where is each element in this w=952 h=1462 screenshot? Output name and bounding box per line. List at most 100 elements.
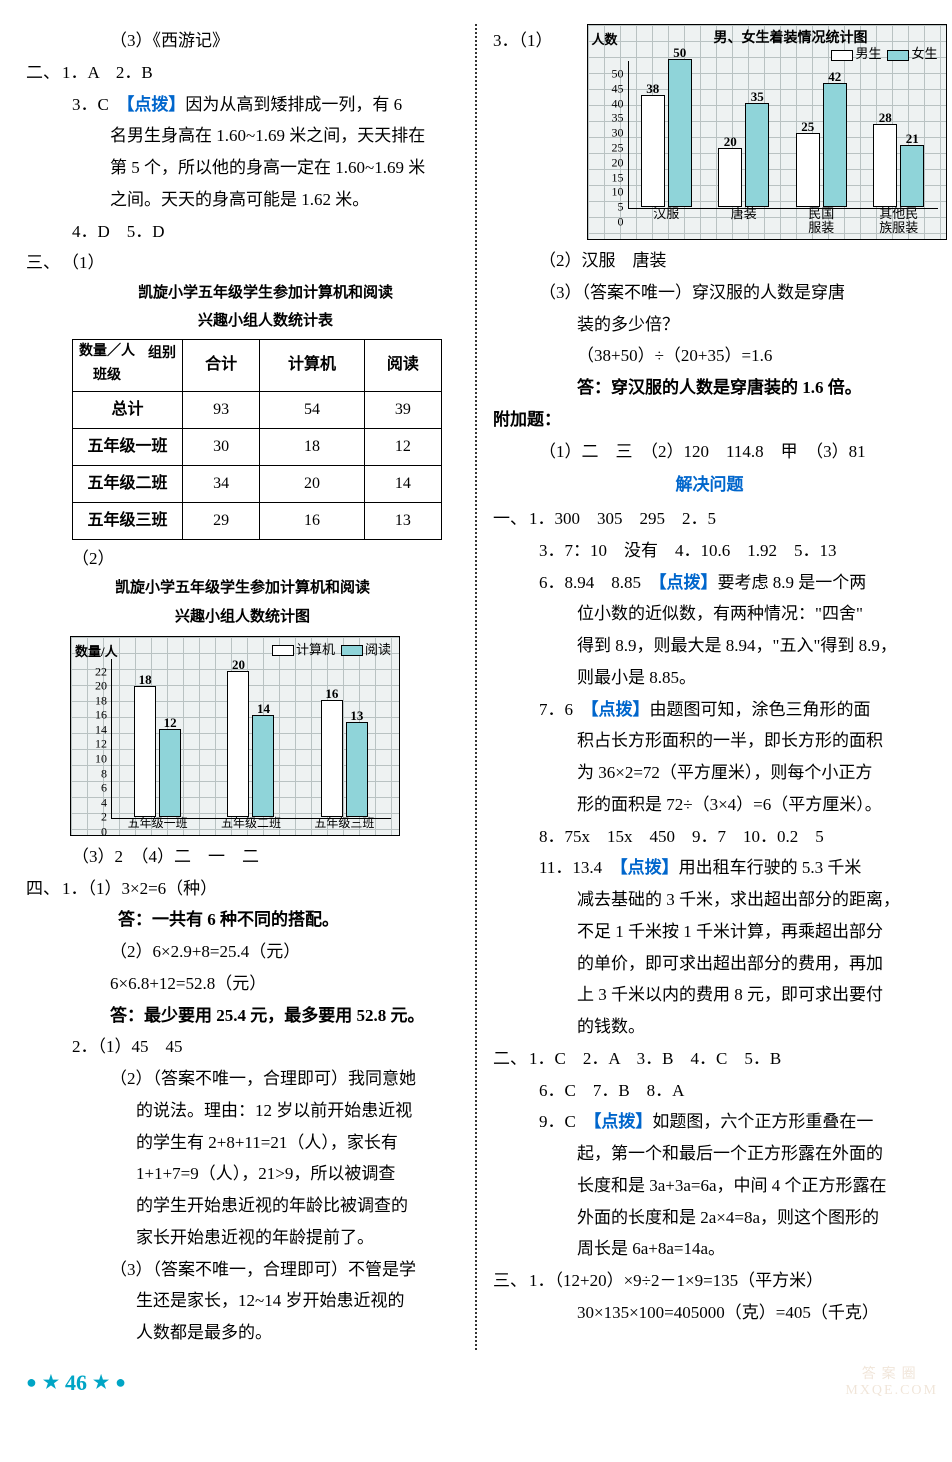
item-3: 3．C 【点拨】因为从高到矮排成一列，有 6 <box>26 90 459 120</box>
dianbo-label: 【点拨】 <box>658 573 718 592</box>
section-2: 二、1．A 2．B <box>26 58 459 88</box>
table-row: 五年级三班 29 16 13 <box>73 502 442 539</box>
solve-sec1: 一、1．300 305 295 2．5 <box>493 504 926 534</box>
text: （38+50）÷（20+35）=1.6 <box>493 341 926 371</box>
head: 7．6 <box>539 700 590 719</box>
cell: 13 <box>364 502 441 539</box>
text: （1）二 三 （2）120 114.8 甲 （3）81 <box>493 437 926 467</box>
text: 如题图，六个正方形重叠在一 <box>652 1112 873 1131</box>
text: 上 3 千米以内的费用 8 元，即可求出要付 <box>493 980 926 1010</box>
table-title-1: 凯旋小学五年级学生参加计算机和阅读 <box>72 280 459 306</box>
row-label: 五年级一班 <box>73 428 183 465</box>
cell: 14 <box>364 465 441 502</box>
item-9: 9．C 【点拨】如题图，六个正方形重叠在一 <box>493 1107 926 1137</box>
answer: 答：穿汉服的人数是穿唐装的 1.6 倍。 <box>493 373 926 403</box>
text: 30×135×100=405000（克）=405（千克） <box>493 1298 926 1328</box>
text: 第 5 个，所以他的身高一定在 1.60~1.69 米 <box>26 153 459 183</box>
cell: 12 <box>364 428 441 465</box>
dianbo-label: 【点拨】 <box>590 700 650 719</box>
text: 之间。天天的身高可能是 1.62 米。 <box>26 185 459 215</box>
text: 家长开始患近视的年龄提前了。 <box>26 1223 459 1253</box>
dianbo-label: 【点拨】 <box>126 95 186 114</box>
text: 由题图可知，涂色三角形的面 <box>650 700 871 719</box>
text: 则最小是 8.85。 <box>493 663 926 693</box>
footer-star-icon: ★ <box>43 1367 59 1399</box>
t: 数量／人 <box>79 344 135 359</box>
q3-head: 3．（1） <box>493 24 553 56</box>
head: 11．13.4 <box>539 858 619 877</box>
text: 装的多少倍？ <box>493 310 926 340</box>
text: 的单价，即可求出超出部分的费用，再加 <box>493 949 926 979</box>
col-header: 计算机 <box>260 339 365 391</box>
chart2: 男、女生着装情况统计图人数男生女生05101520253035404550385… <box>587 24 947 240</box>
text: 减去基础的 3 千米，求出超出部分的距离， <box>493 885 926 915</box>
solve-sec2: 二、1．C 2．A 3．B 4．C 5．B <box>493 1044 926 1074</box>
table-row: 五年级一班 30 18 12 <box>73 428 442 465</box>
text: （3）（答案不唯一，合理即可）不管是学 <box>26 1255 459 1285</box>
label: 四、 <box>26 874 62 904</box>
text: （3）《西游记》 <box>26 26 459 56</box>
text: 1+1+7=9（人），21>9，所以被调查 <box>26 1159 459 1189</box>
section-3: 三、（1） <box>26 248 459 278</box>
footer-star-icon: ★ <box>93 1367 109 1399</box>
sub-2: （2） <box>26 544 459 574</box>
text: 3．7：10 没有 4．10.6 1.92 5．13 <box>493 536 926 566</box>
dianbo-label: 【点拨】 <box>619 858 679 877</box>
answer: 答：一共有 6 种不同的搭配。 <box>26 905 459 935</box>
col-header: 阅读 <box>364 339 441 391</box>
row-label: 五年级三班 <box>73 502 183 539</box>
solve-sec3: 三、1．（12+20）×9÷2－1×9=135（平方米） <box>493 1266 926 1296</box>
cell: 54 <box>260 391 365 428</box>
text: 不足 1 千米按 1 千米计算，再乘超出部分 <box>493 917 926 947</box>
row-label: 五年级二班 <box>73 465 183 502</box>
section-4: 四、1．（1）3×2=6（种） <box>26 874 459 904</box>
text: （2）6×2.9+8=25.4（元） <box>26 937 459 967</box>
answer: 答：最少要用 25.4 元，最多要用 52.8 元。 <box>26 1001 459 1031</box>
stats-table: 组别 数量／人 班级 合计 计算机 阅读 总计 93 54 39 五年级一班 3… <box>72 339 442 540</box>
label: 三、 <box>493 1266 529 1296</box>
text: 形的面积是 72÷（3×4）=6（平方厘米）。 <box>493 790 926 820</box>
text: 为 36×2=72（平方厘米），则每个小正方 <box>493 758 926 788</box>
text: 名男生身高在 1.60~1.69 米之间，天天排在 <box>26 121 459 151</box>
text: 积占长方形面积的一半，即长方形的面积 <box>493 726 926 756</box>
cell: 16 <box>260 502 365 539</box>
head: 3．C <box>72 95 126 114</box>
table-row: 总计 93 54 39 <box>73 391 442 428</box>
page-number: 46 <box>65 1364 87 1403</box>
chart1-title-2: 兴趣小组人数统计图 <box>26 604 459 630</box>
sub-3-4: （3）2 （4）二 一 二 <box>26 842 459 872</box>
chart1-wrap: 数量/人计算机阅读0246810121416182022181220141613… <box>70 636 459 836</box>
text: 生还是家长，12~14 岁开始患近视的 <box>26 1286 459 1316</box>
cell: 39 <box>364 391 441 428</box>
text: 1．（1）3×2=6（种） <box>62 879 217 898</box>
text: 4．D 5．D <box>26 217 459 247</box>
text: 的说法。理由：12 岁以前开始患近视 <box>26 1096 459 1126</box>
text: 起，第一个和最后一个正方形露在外面的 <box>493 1139 926 1169</box>
text: 长度和是 3a+3a=6a，中间 4 个正方形露在 <box>493 1171 926 1201</box>
cell: 93 <box>183 391 260 428</box>
text: 周长是 6a+8a=14a。 <box>493 1234 926 1264</box>
text: 位小数的近似数，有两种情况："四舍" <box>493 599 926 629</box>
row-label: 总计 <box>73 391 183 428</box>
chart1: 数量/人计算机阅读0246810121416182022181220141613… <box>70 636 400 836</box>
sub: （1） <box>62 253 105 272</box>
text: 1．A 2．B <box>62 63 153 82</box>
chart1-title-1: 凯旋小学五年级学生参加计算机和阅读 <box>26 575 459 601</box>
t: 班级 <box>93 368 121 383</box>
text: 6×6.8+12=52.8（元） <box>26 969 459 999</box>
footer-dot-icon: ● <box>115 1367 126 1399</box>
text: 的学生开始患近视的年龄比被调查的 <box>26 1191 459 1221</box>
table-row: 五年级二班 34 20 14 <box>73 465 442 502</box>
head: 6．8.94 8.85 <box>539 573 658 592</box>
diag-bot: 数量／人 班级 <box>79 340 135 389</box>
text: 因为从高到矮排成一列，有 6 <box>185 95 402 114</box>
text: 的钱数。 <box>493 1012 926 1042</box>
footer-dot-icon: ● <box>26 1367 37 1399</box>
diag-top: 组别 <box>148 342 176 367</box>
fujia-label: 附加题： <box>493 405 926 435</box>
text: 人数都是最多的。 <box>26 1318 459 1348</box>
text: 外面的长度和是 2a×4=8a，则这个图形的 <box>493 1203 926 1233</box>
dianbo-label: 【点拨】 <box>593 1112 653 1131</box>
left-column: （3）《西游记》 二、1．A 2．B 3．C 【点拨】因为从高到矮排成一列，有 … <box>26 24 473 1350</box>
item-6: 6．8.94 8.85 【点拨】要考虑 8.9 是一个两 <box>493 568 926 598</box>
